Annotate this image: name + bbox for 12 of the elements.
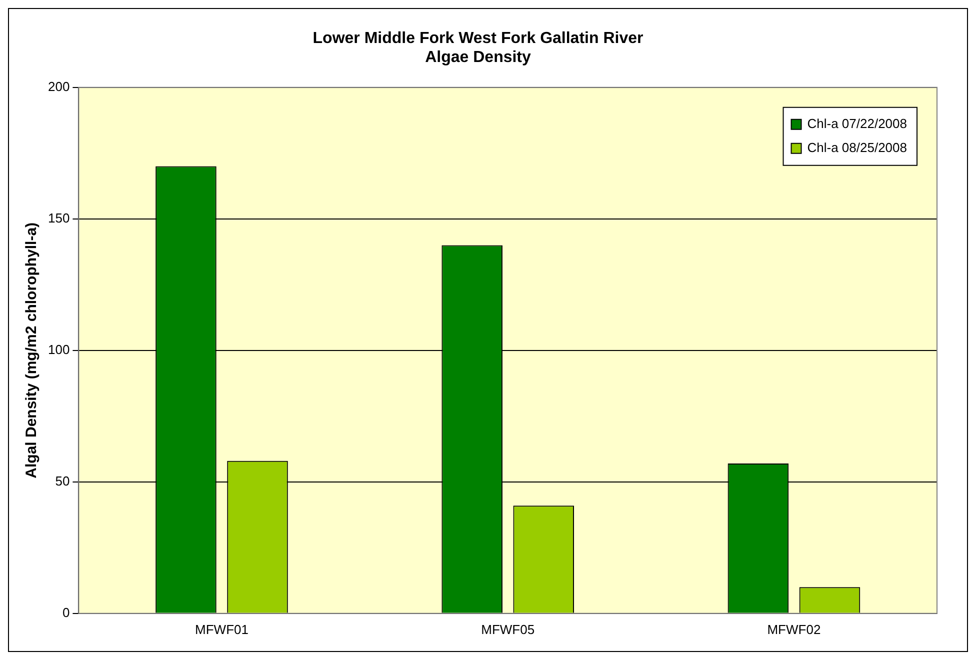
y-axis-title: Algal Density (mg/m2 chlorophyll-a) — [23, 222, 40, 478]
y-tick-label: 50 — [55, 473, 70, 488]
legend-label: Chl-a 07/22/2008 — [807, 116, 908, 131]
y-tick-label: 150 — [48, 210, 70, 226]
y-tick-label: 100 — [48, 342, 70, 357]
legend-label: Chl-a 08/25/2008 — [807, 140, 908, 155]
x-tick-label: MFWF01 — [195, 622, 248, 637]
y-tick-label: 0 — [62, 604, 70, 620]
x-tick-label: MFWF02 — [767, 622, 821, 637]
chart-title: Lower Middle Fork West Fork Gallatin River Algae Density — [312, 30, 644, 66]
y-tick-label: 200 — [48, 78, 70, 94]
x-tick-label: MFWF05 — [481, 622, 535, 637]
